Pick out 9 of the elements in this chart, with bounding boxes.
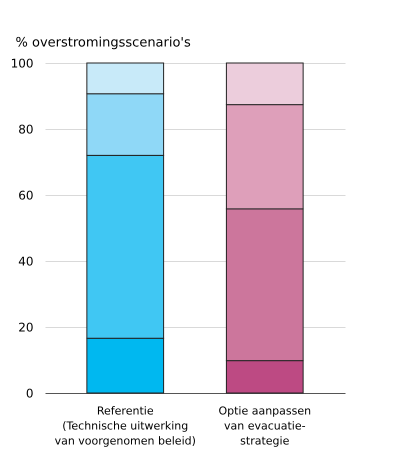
y-tick-label: 60 — [18, 188, 34, 202]
y-tick-label: 20 — [18, 320, 34, 334]
y-tick-label: 80 — [18, 122, 34, 136]
y-axis-title: % overstromingsscenario's — [16, 36, 192, 50]
y-tick-label: 100 — [10, 56, 34, 70]
y-tick-label: 40 — [18, 254, 34, 268]
x-tick-label: Optie aanpassen van evacuatie- strategie — [218, 404, 312, 448]
y-tick-label: 0 — [26, 386, 34, 400]
x-tick-label: Referentie (Technische uitwerking van voorgenomen beleid) — [54, 404, 196, 448]
